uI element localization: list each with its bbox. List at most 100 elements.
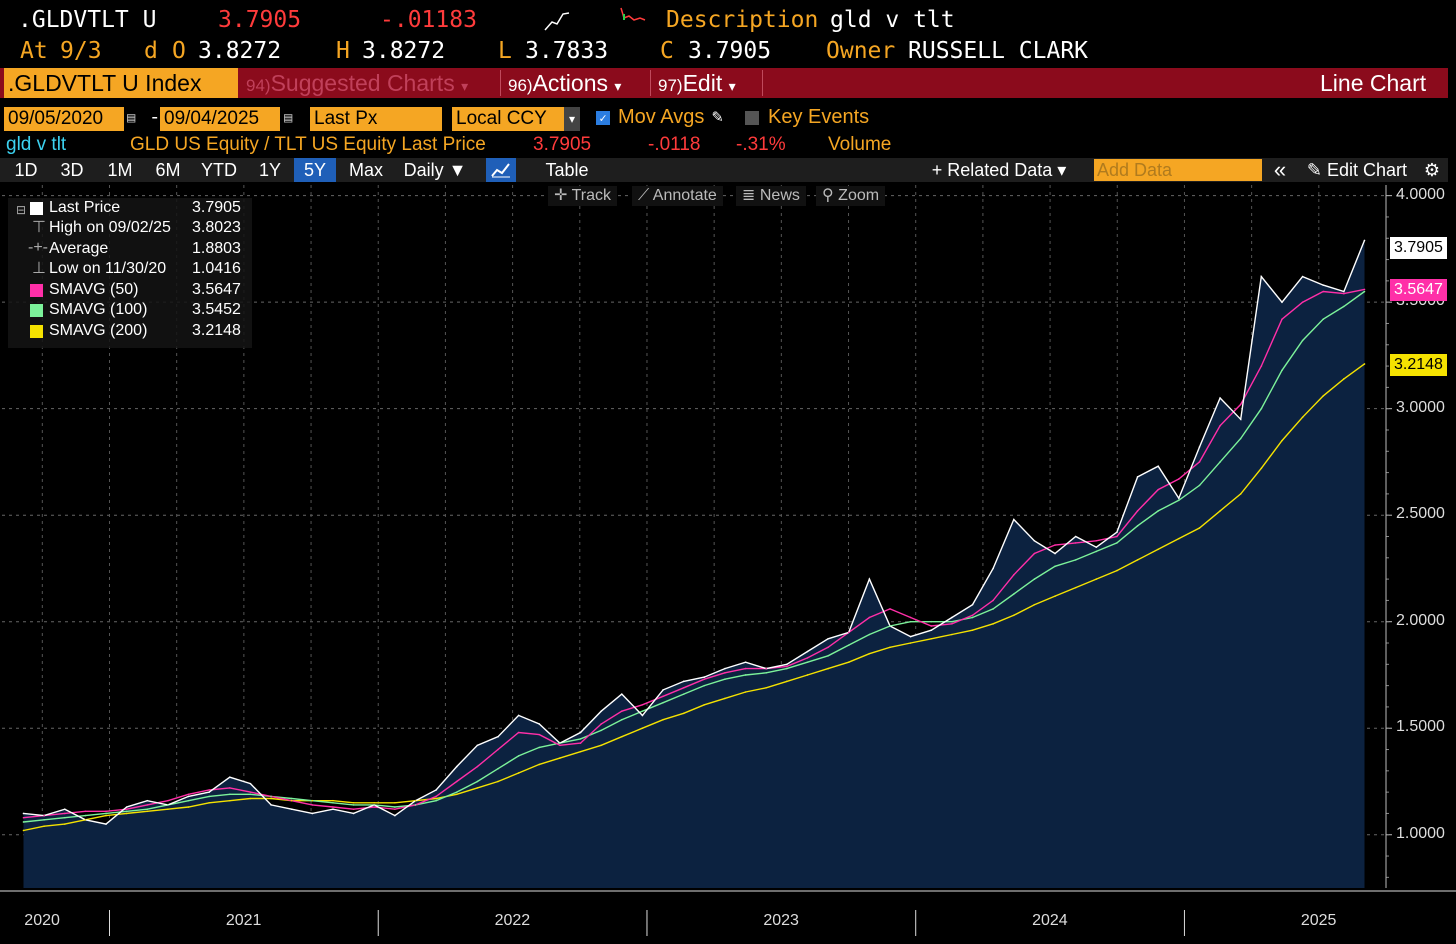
sma200-point [125,812,128,815]
annotate-tool[interactable]: ⟋ Annotate [632,186,723,206]
news-tool[interactable]: ≣ News [736,186,806,206]
key-events-checkbox[interactable] [745,111,759,125]
mov-avgs-label[interactable]: Mov Avgs [618,106,705,128]
sma200-point [682,712,685,715]
sma100-point [290,797,293,800]
price-point [1322,284,1325,286]
sma100-point [1343,305,1345,308]
sma50-point [765,667,768,670]
sma200-point [1281,439,1283,442]
average-marker-icon: -+- [28,239,48,256]
legend-low-label: Low on 11/30/20 [49,260,167,277]
sma200-point [579,750,582,753]
price-point [620,693,623,695]
collapse-icon[interactable]: « [1273,157,1287,182]
security-price: 3.7905 [533,134,592,155]
sma100-point [1095,550,1098,553]
calendar-icon[interactable]: ▤ [127,110,136,126]
tab-1y[interactable]: 1Y [258,160,282,180]
description-value: gld v tlt [830,7,955,33]
sma200-point [146,810,149,813]
edit-menu[interactable]: 97)Edit ▾ [658,70,736,96]
sma100-point [703,684,706,687]
price-point [786,663,788,666]
sma100-point [1012,593,1015,595]
tab-5y[interactable]: 5Y [294,158,336,182]
price-point [497,735,499,738]
sma100-line [23,290,1365,823]
price-point [517,714,520,717]
sma100-point [1157,510,1159,512]
price-point [146,799,149,802]
sma50-point [332,806,334,808]
price-point [249,782,252,785]
x-tick-label: 2022 [494,912,531,929]
sma200-point [187,806,190,808]
sma50-point [1157,488,1159,491]
frequency-select[interactable]: Daily ▼ [403,160,467,180]
security-short: gld v tlt [6,134,67,155]
last-price-swatch [30,202,43,215]
price-point [332,808,334,810]
sma200-point [1116,569,1118,572]
related-data-menu[interactable]: + Related Data ▾ [931,160,1067,180]
index-field[interactable]: .GLDVTLT U Index [4,68,238,98]
sma50-point [43,814,45,817]
tab-3d[interactable]: 3D [60,160,84,180]
tab-ytd[interactable]: YTD [201,160,237,180]
sma100-point [105,812,107,815]
collapse-legend-icon[interactable]: ⊟ [16,203,27,217]
sma100-point [971,616,974,619]
tab-1m[interactable]: 1M [107,160,133,180]
legend-high-label: High on 09/02/25 [49,219,171,236]
sma50-point [229,787,231,789]
track-tool[interactable]: ✛ Track [548,186,617,206]
calendar-icon[interactable]: ▤ [284,110,293,126]
sma200-point [1343,378,1345,380]
ticker: .GLDVTLT U [18,7,157,33]
price-point [1116,531,1118,534]
sma200-point [1322,395,1325,397]
price-point [352,812,355,815]
sma100-point [84,814,87,817]
tab-1d[interactable]: 1D [14,160,38,180]
mov-avgs-checkbox[interactable]: ✓ [596,111,610,125]
currency-select[interactable]: Local CCY ▾ [452,107,580,131]
sma100-point [1219,461,1221,463]
sma200-point [703,703,706,706]
line-chart-icon[interactable] [486,158,516,182]
line-chart[interactable] [0,185,1456,944]
volume-label: Volume [828,134,892,155]
price-point [187,795,190,798]
close-value: 3.7905 [688,38,772,64]
x-tick-label: 2024 [1032,912,1068,929]
chart-legend[interactable]: ⊟ Last Price 3.7905 ⊤ High on 09/02/25 3… [8,198,252,348]
tab-6m[interactable]: 6M [155,160,181,180]
pencil-icon[interactable]: ✎ [712,106,723,127]
field-select[interactable]: Last Px [310,107,442,131]
security-pct: -.31% [736,134,786,155]
sma200-point [414,799,417,802]
sma50-point [724,672,726,674]
sma200-point [373,801,376,804]
add-data-input[interactable]: Add Data [1094,159,1262,181]
sma200-point [1363,363,1366,365]
tab-max[interactable]: Max [348,160,383,180]
zoom-tool[interactable]: ⚲ Zoom [816,186,886,206]
end-date-field[interactable]: 09/04/2025 [160,107,280,131]
price-point [682,680,685,683]
gear-icon[interactable]: ⚙ [1423,160,1441,180]
sma50-point [1095,539,1098,542]
actions-menu[interactable]: 96)Actions ▾ [508,70,622,96]
sma200-point [249,797,252,800]
sma50-point [579,742,582,744]
suggested-charts-button[interactable]: 94)Suggested Charts ▾ [246,70,469,96]
price-point [951,616,953,619]
table-tab[interactable]: Table [545,160,589,180]
price-point [538,723,541,725]
edit-chart-button[interactable]: ✎ Edit Chart [1306,160,1408,180]
price-point [1054,552,1056,555]
key-events-label[interactable]: Key Events [768,106,870,128]
start-date-field[interactable]: 09/05/2020 [4,107,124,131]
sma50-point [951,623,953,625]
